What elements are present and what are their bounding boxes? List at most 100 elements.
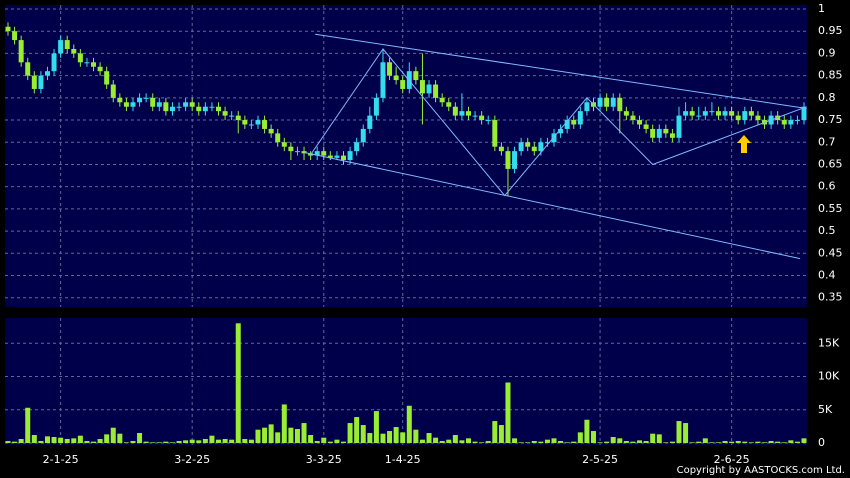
candle-body xyxy=(722,111,728,116)
candle-body xyxy=(222,111,228,116)
candle-body xyxy=(104,71,110,85)
candle-body xyxy=(577,111,583,125)
candle-body xyxy=(610,97,616,107)
volume-bar xyxy=(492,421,498,443)
price-panel xyxy=(5,5,807,307)
volume-bar xyxy=(505,382,511,443)
candle-body xyxy=(439,97,445,103)
volume-bar xyxy=(637,440,643,443)
candle-body xyxy=(452,106,458,116)
volume-bar xyxy=(735,441,741,443)
volume-bar xyxy=(775,441,781,443)
volume-bar xyxy=(77,435,83,443)
volume-bar xyxy=(762,442,768,443)
candle-body xyxy=(643,124,649,129)
candle-body xyxy=(558,128,564,134)
candle-body xyxy=(512,151,518,169)
candle-body xyxy=(729,111,735,116)
volume-bar xyxy=(722,441,728,443)
candle-body xyxy=(709,111,715,113)
volume-bar xyxy=(590,431,596,443)
volume-bar xyxy=(51,437,57,443)
volume-bar xyxy=(531,441,537,443)
y-tick-label: 0.65 xyxy=(818,157,843,170)
candle-body xyxy=(492,120,498,147)
candle-body xyxy=(235,115,241,121)
candle-body xyxy=(77,53,83,63)
volume-bar xyxy=(156,442,162,443)
y-tick-label: 0.8 xyxy=(818,91,836,104)
candle-body xyxy=(656,128,662,138)
volume-bar xyxy=(169,442,175,443)
volume-bar xyxy=(255,429,261,443)
volume-bar xyxy=(768,441,774,443)
volume-bar xyxy=(97,439,103,443)
y-tick-label: 1 xyxy=(818,2,825,15)
volume-bar xyxy=(729,441,735,443)
candle-body xyxy=(531,146,537,152)
volume-bar xyxy=(143,441,149,443)
candle-body xyxy=(650,128,656,138)
candle-body xyxy=(31,75,37,89)
candle-body xyxy=(794,120,800,122)
volume-bar xyxy=(544,439,550,443)
volume-bar xyxy=(5,441,11,443)
volume-bar xyxy=(794,441,800,443)
candle-body xyxy=(130,102,136,107)
volume-bar xyxy=(426,433,432,443)
volume-bar xyxy=(58,437,64,443)
y-tick-label: 0.6 xyxy=(818,180,836,193)
volume-bar xyxy=(341,441,347,443)
candle-body xyxy=(518,142,524,152)
y-tick-label: 0.45 xyxy=(818,246,843,259)
volume-bar xyxy=(117,433,123,443)
volume-bar xyxy=(222,439,228,443)
candle-body xyxy=(485,120,491,122)
candle-body xyxy=(110,84,116,98)
trendline xyxy=(304,152,801,260)
y-tick-label: 0.4 xyxy=(818,269,836,282)
volume-bar xyxy=(25,407,31,443)
volume-bar xyxy=(64,439,70,443)
x-tick-label: 3-3-25 xyxy=(306,453,342,466)
candle-body xyxy=(663,128,669,134)
candle-body xyxy=(373,97,379,116)
x-tick-label: 1-4-25 xyxy=(385,453,421,466)
x-tick-label: 3-2-25 xyxy=(174,453,210,466)
candle-body xyxy=(163,102,169,112)
candle-body xyxy=(347,151,353,161)
volume-bar xyxy=(400,432,406,443)
candle-body xyxy=(584,102,590,112)
candle-body xyxy=(801,106,807,121)
candle-body xyxy=(5,26,11,32)
candle-body xyxy=(571,120,577,125)
volume-tick-label: 5K xyxy=(818,403,833,416)
copyright: Copyright by AASTOCKS.com Ltd. xyxy=(677,465,845,476)
y-tick-label: 0.5 xyxy=(818,224,836,237)
volume-bar xyxy=(472,441,478,443)
annotation-arrow xyxy=(737,135,751,153)
volume-bar xyxy=(308,435,314,443)
candle-body xyxy=(294,151,300,153)
candle-body xyxy=(742,111,748,121)
volume-tick-label: 15K xyxy=(818,336,840,349)
volume-bar xyxy=(465,438,471,443)
volume-bar xyxy=(623,441,629,443)
marks xyxy=(5,22,807,443)
volume-bar xyxy=(288,427,294,443)
candle-body xyxy=(538,142,544,152)
candle-body xyxy=(498,146,504,152)
volume-bar xyxy=(229,439,235,443)
y-tick-label: 0.35 xyxy=(818,291,843,304)
volume-bar xyxy=(709,442,715,443)
candle-body xyxy=(196,106,202,112)
candle-body xyxy=(637,120,643,125)
candle-body xyxy=(505,151,511,169)
volume-bar xyxy=(564,442,570,443)
candle-body xyxy=(123,102,129,107)
volume-bar xyxy=(479,442,485,443)
candle-body xyxy=(150,97,156,107)
candle-body xyxy=(71,48,77,54)
volume-bar xyxy=(452,435,458,443)
